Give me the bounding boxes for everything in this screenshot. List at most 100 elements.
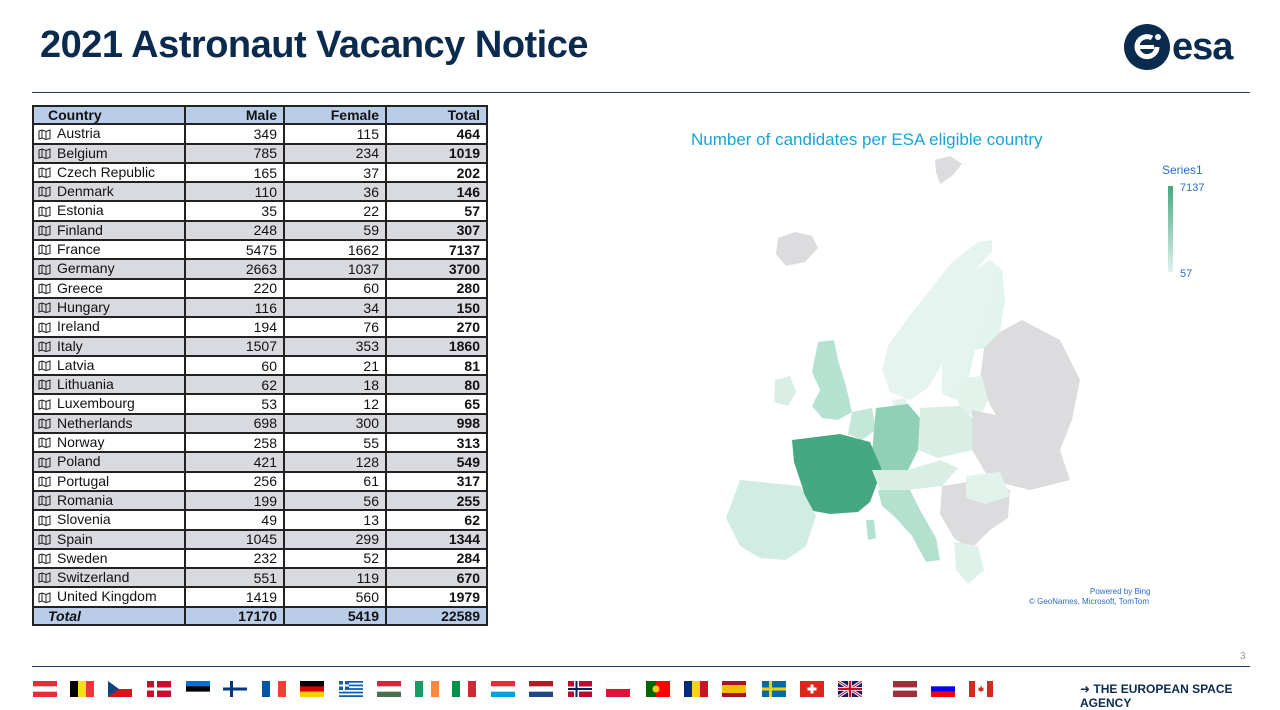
country-name: Czech Republic xyxy=(57,163,156,180)
cell-female: 300 xyxy=(283,412,387,435)
cell-male: 116 xyxy=(184,296,285,319)
esa-logo-icon xyxy=(1124,24,1170,70)
cell-female: 234 xyxy=(283,142,387,164)
flag-spain-icon xyxy=(722,681,746,697)
map-region-ireland xyxy=(774,376,796,406)
cell-country: Greece xyxy=(32,277,186,299)
country-name: Romania xyxy=(57,491,114,508)
table-row: Denmark 110 36 146 xyxy=(32,181,488,203)
map-region-sardinia xyxy=(866,520,876,540)
map-icon xyxy=(38,339,51,355)
country-name: Italy xyxy=(57,337,83,354)
legend-title: Series1 xyxy=(1162,163,1203,177)
cell-country: Slovenia xyxy=(32,509,186,531)
map-icon xyxy=(38,416,51,432)
cell-country: Luxembourg xyxy=(32,393,186,415)
cell-male: 698 xyxy=(184,412,285,435)
map-icon xyxy=(38,146,51,162)
table-row: Greece 220 60 280 xyxy=(32,277,488,299)
cell-total: 313 xyxy=(385,432,488,454)
cell-country: Sweden xyxy=(32,547,186,570)
table-row: Norway 258 55 313 xyxy=(32,432,488,454)
cell-total-label: Total xyxy=(32,605,186,627)
cell-female: 353 xyxy=(283,335,387,357)
page-number: 3 xyxy=(1240,651,1246,662)
flag-greece-icon xyxy=(339,681,363,698)
cell-country: Poland xyxy=(32,451,186,473)
table-row: Luxembourg 53 12 65 xyxy=(32,393,488,415)
cell-total: 255 xyxy=(385,489,488,512)
flag-canada-icon xyxy=(969,681,993,697)
table-row: Ireland 194 76 270 xyxy=(32,316,488,338)
map-region-finland xyxy=(975,260,1005,350)
cell-female: 13 xyxy=(283,509,387,531)
cell-total: 146 xyxy=(385,181,488,203)
flag-denmark-icon xyxy=(147,681,171,697)
map-region-norway xyxy=(882,240,992,400)
cell-male: 35 xyxy=(184,200,285,222)
cell-total: 998 xyxy=(385,412,488,435)
legend-min-value: 57 xyxy=(1180,268,1193,280)
table-row: Spain 1045 299 1344 xyxy=(32,528,488,550)
page-title: 2021 Astronaut Vacancy Notice xyxy=(40,24,589,66)
cell-male: 785 xyxy=(184,142,285,164)
flag-sweden-icon xyxy=(762,681,786,697)
flag-norway-icon xyxy=(568,681,592,697)
flag-luxembourg-icon xyxy=(491,681,515,698)
flag-poland-icon xyxy=(605,680,631,697)
cell-male: 258 xyxy=(184,432,285,454)
cell-female: 60 xyxy=(283,277,387,299)
country-name: Hungary xyxy=(57,298,110,315)
country-name: Finland xyxy=(57,221,103,238)
map-region-benelux xyxy=(848,408,876,440)
map-region-france xyxy=(792,434,882,514)
cell-total: 307 xyxy=(385,219,488,242)
flag-austria-icon xyxy=(33,681,57,698)
cell-female: 128 xyxy=(283,451,387,473)
country-name: Lithuania xyxy=(57,376,114,393)
country-name: Estonia xyxy=(57,202,104,219)
flag-romania-icon xyxy=(684,681,709,697)
flag-czech-republic-icon xyxy=(108,681,132,697)
cell-total: 62 xyxy=(385,509,488,531)
cell-male: 110 xyxy=(184,181,285,203)
cell-male: 49 xyxy=(184,509,285,531)
map-region-svalbard xyxy=(935,156,962,184)
country-name: Portugal xyxy=(57,472,110,489)
cell-female: 1037 xyxy=(283,258,387,280)
cell-total: 65 xyxy=(385,393,488,415)
map-region-iceland xyxy=(776,232,818,266)
cell-male: 2663 xyxy=(184,258,285,280)
country-name: Norway xyxy=(57,434,105,451)
map-icon xyxy=(38,262,51,278)
cell-male: 421 xyxy=(184,451,285,473)
table-row: Poland 421 128 549 xyxy=(32,451,488,473)
footer-divider xyxy=(32,666,1250,667)
cell-country: France xyxy=(32,239,186,261)
cell-total: 7137 xyxy=(385,239,488,261)
map-region-poland xyxy=(918,406,976,458)
cell-male: 5475 xyxy=(184,239,285,261)
cell-total: 1979 xyxy=(385,586,488,608)
cell-male: 232 xyxy=(184,547,285,570)
cell-country: Czech Republic xyxy=(32,161,186,184)
flag-hungary-icon xyxy=(377,681,401,698)
cell-female: 61 xyxy=(283,470,387,492)
flag-portugal-icon xyxy=(646,681,670,697)
header-country: Country xyxy=(32,104,186,126)
cell-country: Latvia xyxy=(32,354,186,377)
country-name: Austria xyxy=(57,125,101,142)
cell-female: 119 xyxy=(283,567,387,589)
cell-country: Denmark xyxy=(32,181,186,203)
map-region-central-europe xyxy=(872,460,958,490)
map-attribution-bing: Powered by Bing xyxy=(1090,587,1151,596)
country-name: Poland xyxy=(57,453,101,470)
country-name: Belgium xyxy=(57,144,108,161)
flag-switzerland-icon xyxy=(800,681,824,697)
map-icon xyxy=(38,184,51,200)
esa-logo-text: esa xyxy=(1172,25,1233,68)
cell-female: 59 xyxy=(283,219,387,242)
cell-female: 76 xyxy=(283,316,387,338)
map-icon xyxy=(38,397,51,413)
cell-male: 1045 xyxy=(184,528,285,550)
